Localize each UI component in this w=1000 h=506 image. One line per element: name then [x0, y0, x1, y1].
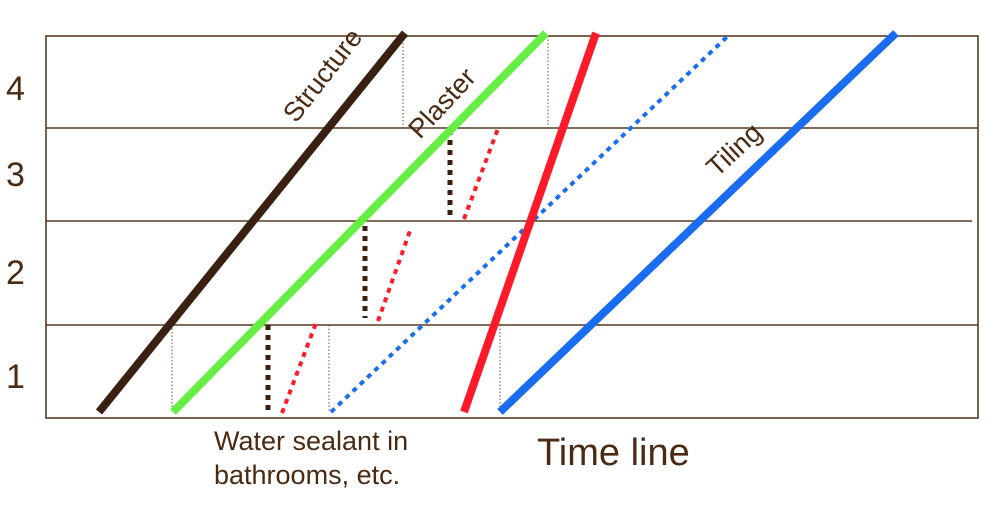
sealant-buffer-floor-3	[462, 125, 501, 220]
structure-line	[95, 30, 409, 415]
floor-label-3: 3	[6, 156, 25, 194]
red-activity-line	[460, 31, 600, 414]
structure-label: Structure	[277, 23, 368, 128]
sealant-buffer-floor-2	[376, 227, 413, 322]
floor-label-2: 2	[6, 254, 25, 292]
water-sealant-caption-line-2: bathrooms, etc.	[214, 460, 400, 490]
plaster-line	[170, 30, 549, 415]
floor-labels: 4 3 2 1	[6, 70, 25, 396]
plaster-label: Plaster	[402, 62, 481, 144]
sealant-buffer-floor-1	[280, 322, 318, 414]
floor-label-1: 1	[6, 358, 25, 396]
timeline-label: Time line	[537, 432, 690, 474]
floor-label-4: 4	[6, 70, 25, 108]
chart-frame	[45, 35, 979, 419]
tiling-line	[497, 30, 899, 415]
grid	[45, 35, 979, 419]
water-sealant-caption-line-1: Water sealant in	[214, 426, 408, 456]
buffer-lines	[265, 32, 732, 414]
tiling-label: Tiling	[701, 117, 768, 182]
guide-lines	[171, 36, 549, 412]
activity-lines	[95, 30, 899, 415]
